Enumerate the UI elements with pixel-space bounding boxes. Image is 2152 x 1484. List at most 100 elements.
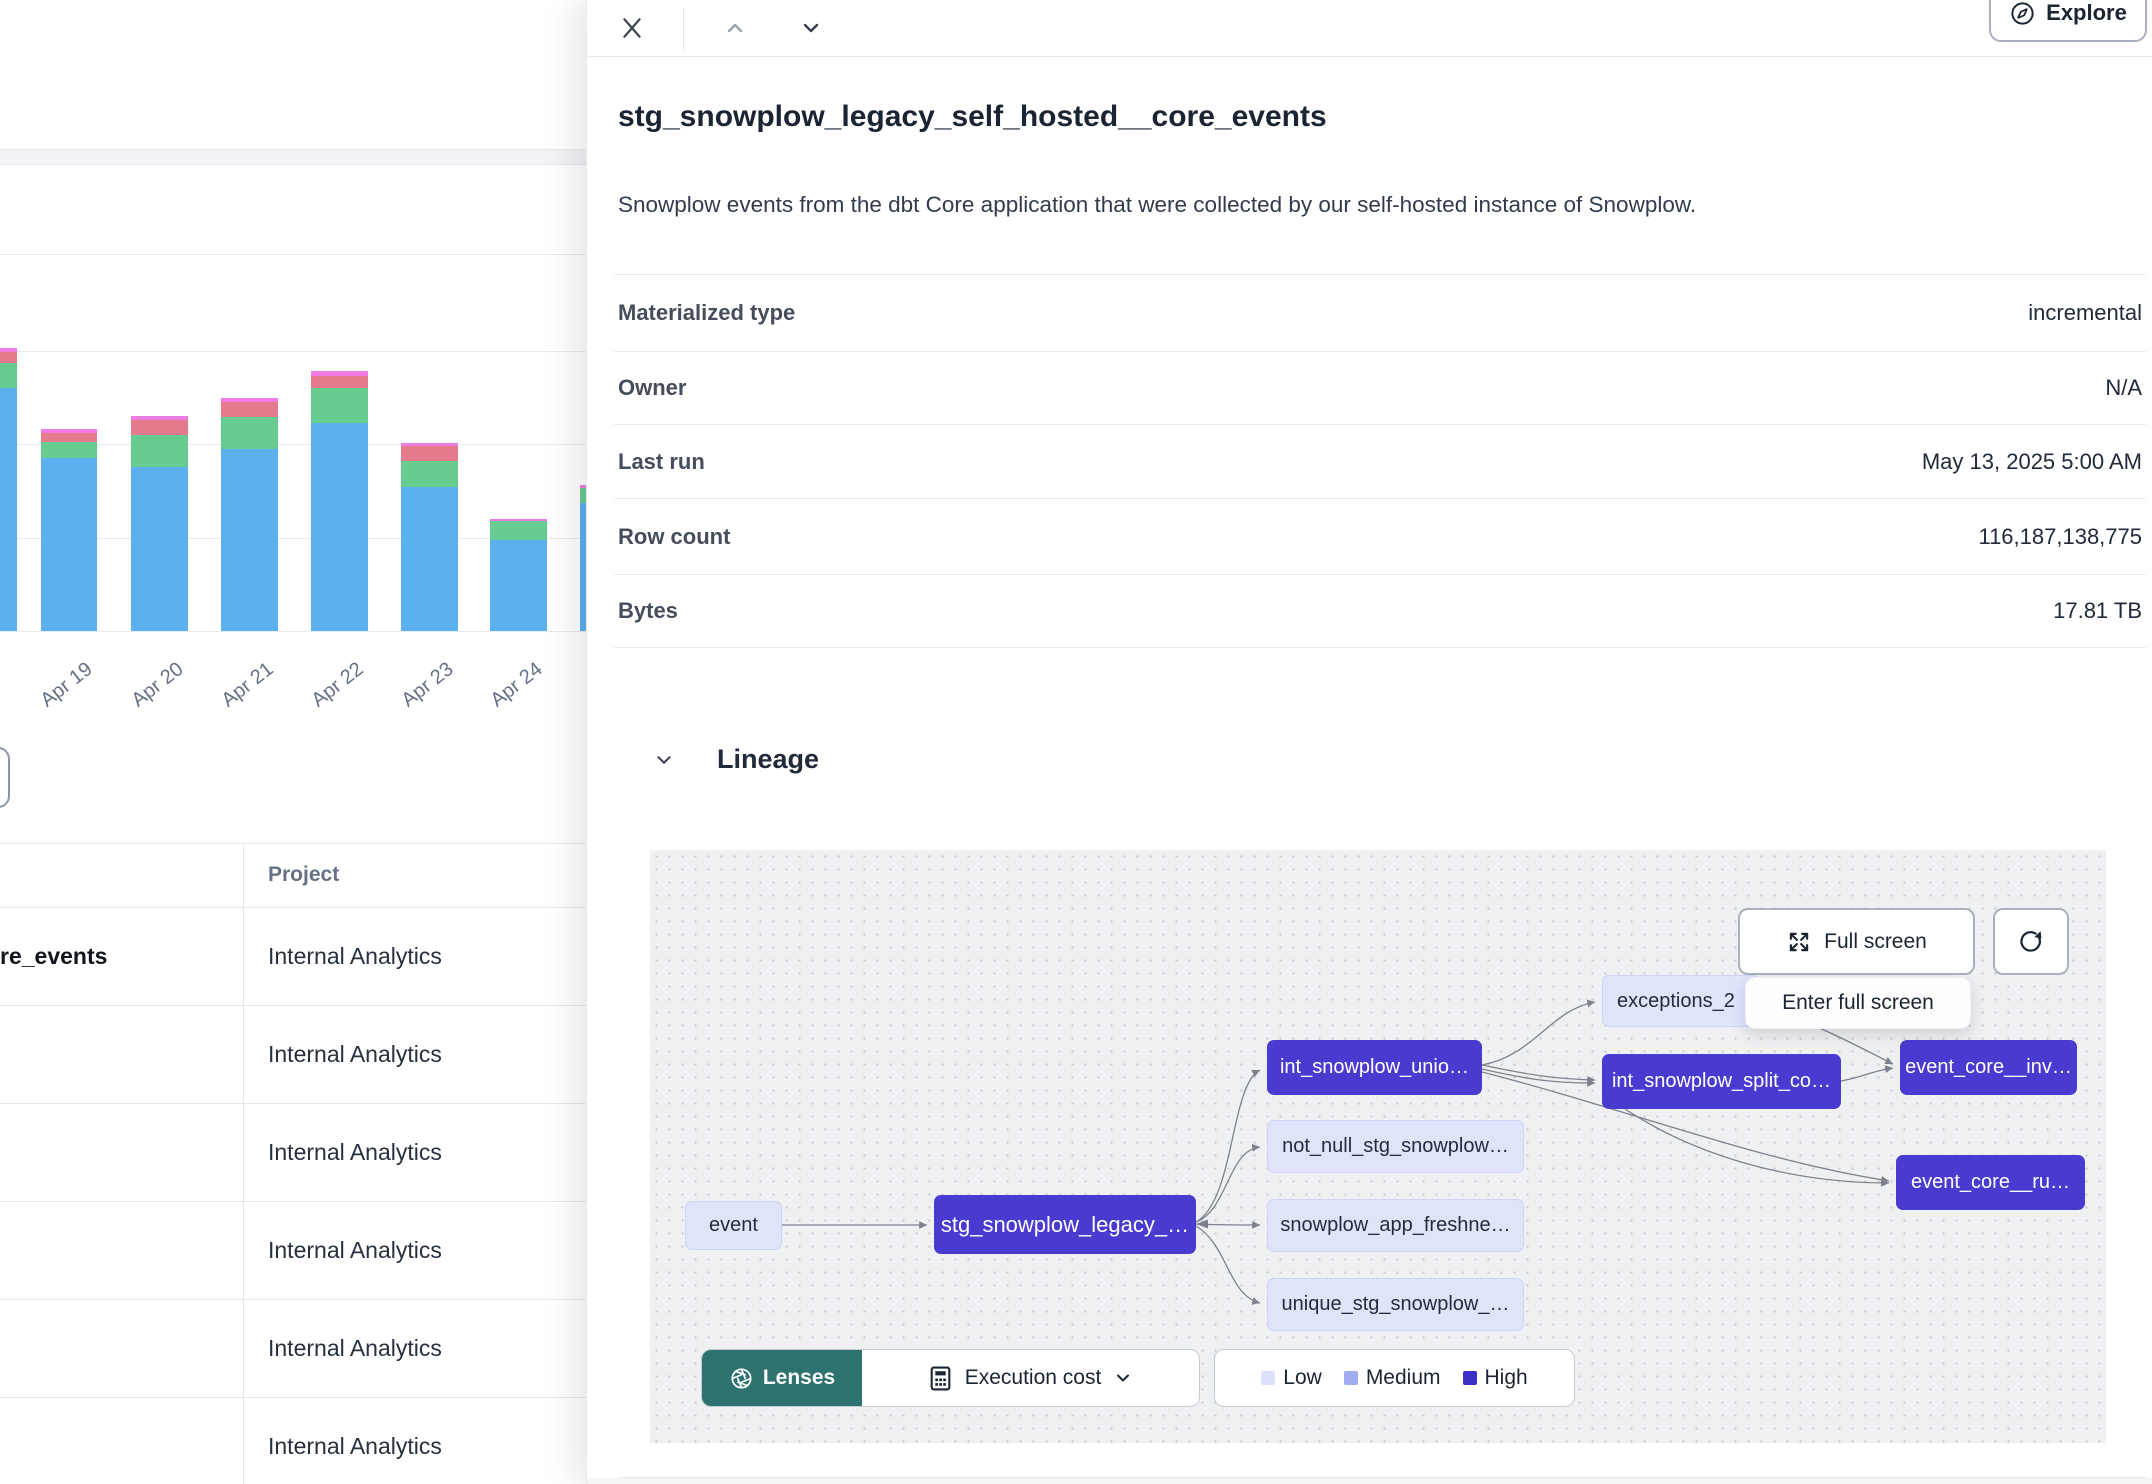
- chevron-down-icon: [1117, 1374, 1130, 1382]
- metadata-label: Owner: [618, 375, 687, 400]
- lineage-edge: [1481, 999, 1596, 1066]
- bar-segment-blue: [490, 540, 547, 631]
- lineage-edge: [1195, 1143, 1261, 1223]
- lineage-node-exceptions[interactable]: exceptions_2: [1602, 975, 1760, 1027]
- lineage-edge: [1195, 1069, 1261, 1223]
- model-description: Snowplow events from the dbt Core applic…: [618, 192, 1697, 217]
- x-axis-label: Apr 20: [127, 658, 188, 712]
- lineage-node-ru[interactable]: event_core__ru…: [1896, 1155, 2085, 1210]
- bar-segment-magenta: [221, 398, 278, 402]
- bar-segment-red: [0, 352, 17, 363]
- lineage-edge: [1624, 1108, 1890, 1187]
- fullscreen-tooltip: Enter full screen: [1745, 977, 1971, 1029]
- next-item-button[interactable]: [793, 10, 829, 46]
- metadata-label: Last run: [618, 448, 705, 474]
- lineage-node-event[interactable]: event: [685, 1201, 782, 1250]
- lineage-canvas[interactable]: event stg_snowplow_legacy_… int_snowplow_u…: [650, 850, 2106, 1443]
- x-axis-label: Apr 22: [307, 658, 368, 712]
- lens-legend: Low Medium High: [1214, 1349, 1575, 1407]
- cut-off-filter-button[interactable]: [0, 747, 10, 808]
- bar-segment-green: [311, 388, 368, 423]
- lineage-edge: [1481, 1064, 1596, 1084]
- chevron-up-icon: [727, 23, 743, 33]
- bar-segment-green: [401, 461, 458, 487]
- expand-icon: [1789, 932, 1809, 951]
- project-cell: Internal Analytics: [268, 1040, 442, 1067]
- lineage-node-split[interactable]: int_snowplow_split_co…: [1602, 1054, 1841, 1109]
- table-top-border: [0, 843, 586, 844]
- lineage-node-inv[interactable]: event_core__inv…: [1900, 1040, 2077, 1095]
- bar-segment-blue: [401, 487, 458, 631]
- bar-segment-red: [41, 433, 97, 442]
- model-name-cell: [0, 1201, 243, 1299]
- x-axis-label: Apr 19: [36, 658, 97, 712]
- next-section-strip: [587, 1478, 2152, 1484]
- refresh-button[interactable]: [1993, 908, 2069, 975]
- legend-label: Medium: [1365, 1366, 1441, 1389]
- close-icon: [623, 18, 641, 38]
- project-cell: Internal Analytics: [268, 1432, 442, 1459]
- bar-segment-blue: [311, 423, 368, 631]
- metadata-row: Materialized type incremental: [614, 274, 2146, 352]
- lineage-edge: [1195, 1225, 1261, 1305]
- fullscreen-button[interactable]: Full screen: [1738, 908, 1975, 975]
- bar-segment-green: [0, 363, 17, 388]
- lineage-node-stg[interactable]: stg_snowplow_legacy_…: [934, 1195, 1196, 1254]
- bar-segment-blue: [41, 458, 97, 631]
- table-header-border: [0, 907, 586, 908]
- gridline: [0, 351, 586, 352]
- legend-label: Low: [1283, 1366, 1322, 1389]
- row-border: [0, 1005, 586, 1006]
- previous-item-button[interactable]: [717, 10, 753, 46]
- gridline: [0, 254, 586, 255]
- lineage-node-fresh[interactable]: snowplow_app_freshne…: [1267, 1199, 1524, 1252]
- bar-segment-blue: [0, 388, 17, 631]
- bar-segment-green: [131, 435, 188, 467]
- topbar-divider: [683, 7, 684, 50]
- background-dashboard: Apr 19 Apr 20 Apr 21 Apr 22 Apr 23 Apr 24Apr …: [0, 0, 586, 1484]
- explore-button[interactable]: Explore: [1989, 0, 2147, 42]
- bar-segment-magenta: [311, 371, 368, 376]
- model-name-cell: [0, 1299, 243, 1397]
- bar-segment-red: [131, 420, 188, 435]
- lens-selector[interactable]: Execution cost: [862, 1350, 1199, 1406]
- panel-topbar: Explore: [587, 0, 2152, 57]
- bar-segment-green: [41, 442, 97, 458]
- table-column-header-project[interactable]: Project: [268, 863, 340, 886]
- table-column-divider: [243, 843, 244, 1484]
- row-border: [0, 1397, 586, 1398]
- section-chevron-down-icon: [657, 755, 671, 764]
- metadata-top-divider: [614, 274, 2146, 275]
- legend-item-high: High: [1462, 1366, 1528, 1390]
- refresh-icon: [2020, 930, 2042, 952]
- x-axis-label: Apr 2: [552, 658, 586, 732]
- metadata-row: Row count 116,187,138,775: [614, 499, 2146, 575]
- model-name-cell: re_events: [0, 942, 108, 969]
- metadata-value: 116,187,138,775: [1978, 523, 2142, 549]
- lineage-section-title: Lineage: [717, 744, 820, 774]
- bar-segment-magenta: [0, 348, 17, 352]
- legend-swatch: [1261, 1371, 1276, 1385]
- lenses-button[interactable]: Lenses: [702, 1350, 862, 1406]
- metadata-row: Bytes 17.81 TB: [614, 575, 2146, 648]
- lineage-node-unio[interactable]: int_snowplow_unio…: [1267, 1040, 1482, 1095]
- model-name-cell: [0, 1397, 243, 1484]
- metadata-row: Owner N/A: [614, 352, 2146, 425]
- lineage-node-unique[interactable]: unique_stg_snowplow_…: [1267, 1278, 1524, 1331]
- bar-segment-magenta: [490, 519, 547, 521]
- section-divider: [618, 1477, 2146, 1478]
- reverse-arrowhead: [1196, 1219, 1208, 1229]
- aperture-icon: [731, 1367, 752, 1389]
- lineage-section-header[interactable]: Lineage: [653, 744, 819, 775]
- lineage-node-not_null[interactable]: not_null_stg_snowplow…: [1267, 1120, 1524, 1173]
- bar-segment-red: [401, 446, 458, 461]
- close-button[interactable]: [614, 10, 650, 46]
- legend-item-low: Low: [1261, 1366, 1322, 1390]
- bar-segment-magenta: [41, 429, 97, 433]
- card-header-strip: [0, 149, 586, 165]
- bar-segment-green: [221, 417, 278, 449]
- bar-segment-blue: [131, 467, 188, 631]
- bar-segment-blue: [221, 449, 278, 631]
- row-border: [0, 1103, 586, 1104]
- project-cell: Internal Analytics: [268, 1138, 442, 1165]
